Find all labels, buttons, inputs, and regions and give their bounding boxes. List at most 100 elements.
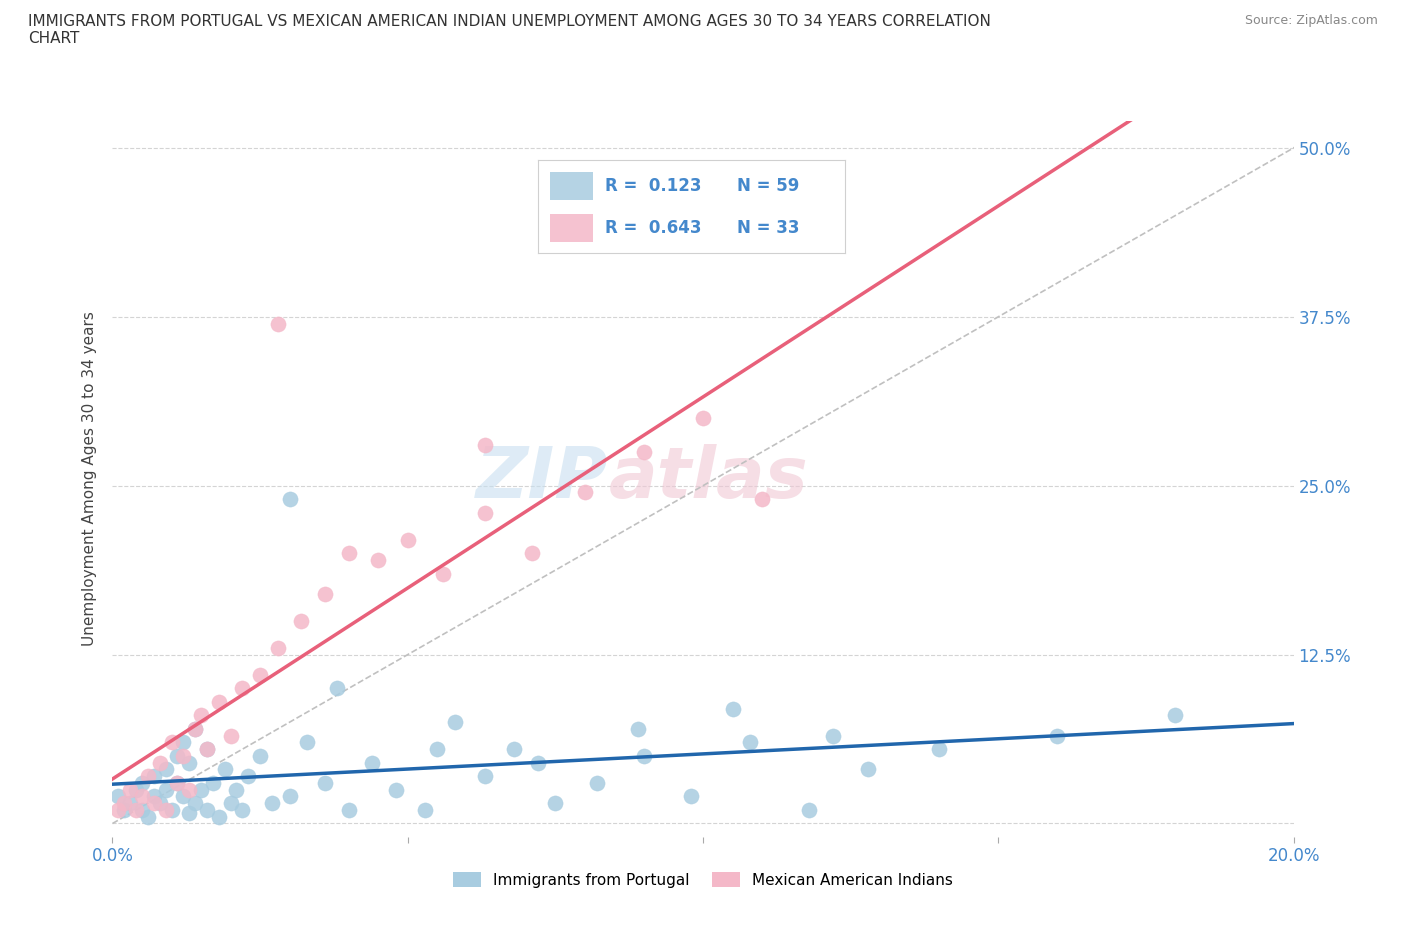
Point [149, 755, 172, 770]
Point [474, 769, 496, 784]
Point [219, 796, 242, 811]
Point [155, 782, 177, 797]
Point [520, 546, 543, 561]
Point [526, 755, 548, 770]
Point [219, 728, 242, 743]
Point [337, 546, 360, 561]
Point [179, 805, 201, 820]
Point [195, 742, 218, 757]
Point [574, 485, 596, 500]
Point [136, 769, 159, 784]
Text: ZIP: ZIP [477, 445, 609, 513]
Text: Source: ZipAtlas.com: Source: ZipAtlas.com [1244, 14, 1378, 27]
Point [821, 728, 844, 743]
Point [415, 803, 437, 817]
Point [190, 782, 212, 797]
Point [278, 492, 301, 507]
Point [361, 755, 384, 770]
Point [238, 769, 260, 784]
Y-axis label: Unemployment Among Ages 30 to 34 years: Unemployment Among Ages 30 to 34 years [82, 312, 97, 646]
Point [179, 782, 201, 797]
Point [385, 782, 408, 797]
Point [721, 701, 744, 716]
Point [208, 695, 231, 710]
Point [184, 722, 207, 737]
Point [297, 735, 319, 750]
Point [184, 796, 207, 811]
Point [149, 796, 172, 811]
Point [337, 803, 360, 817]
Point [172, 789, 194, 804]
Point [125, 803, 148, 817]
Point [142, 796, 165, 811]
Point [858, 762, 880, 777]
Point [120, 782, 142, 797]
Point [160, 735, 183, 750]
Point [184, 722, 207, 737]
Point [1164, 708, 1187, 723]
Point [172, 749, 194, 764]
Point [131, 789, 153, 804]
Point [190, 708, 212, 723]
Point [432, 566, 454, 581]
Point [179, 755, 201, 770]
Point [249, 668, 271, 683]
Point [290, 614, 312, 629]
Point [544, 796, 567, 811]
Point [195, 742, 218, 757]
Point [225, 782, 247, 797]
Point [107, 803, 129, 817]
Point [260, 796, 283, 811]
Point [195, 803, 218, 817]
Point [314, 586, 336, 601]
Point [681, 789, 703, 804]
Point [155, 803, 177, 817]
Point [633, 445, 655, 459]
Point [326, 681, 349, 696]
Point [633, 749, 655, 764]
Point [751, 492, 773, 507]
Point [267, 316, 290, 331]
Point [314, 776, 336, 790]
Point [249, 749, 271, 764]
Point [799, 803, 821, 817]
Point [396, 532, 419, 547]
Point [426, 742, 449, 757]
Point [367, 552, 389, 567]
Point [142, 769, 165, 784]
Point [503, 742, 526, 757]
Point [136, 809, 159, 824]
Point [166, 776, 188, 790]
Point [627, 722, 650, 737]
Point [208, 809, 231, 824]
Point [231, 681, 253, 696]
Point [267, 641, 290, 656]
Point [692, 411, 714, 426]
Point [120, 796, 142, 811]
Point [474, 505, 496, 520]
Point [1046, 728, 1069, 743]
Legend: Immigrants from Portugal, Mexican American Indians: Immigrants from Portugal, Mexican Americ… [447, 866, 959, 894]
Point [740, 735, 762, 750]
Point [142, 789, 165, 804]
Point [131, 803, 153, 817]
Text: IMMIGRANTS FROM PORTUGAL VS MEXICAN AMERICAN INDIAN UNEMPLOYMENT AMONG AGES 30 T: IMMIGRANTS FROM PORTUGAL VS MEXICAN AMER… [28, 14, 991, 46]
Point [278, 789, 301, 804]
Point [155, 762, 177, 777]
Point [125, 782, 148, 797]
Point [444, 715, 467, 730]
Text: atlas: atlas [609, 445, 808, 513]
Point [172, 735, 194, 750]
Point [166, 749, 188, 764]
Point [131, 776, 153, 790]
Point [201, 776, 224, 790]
Point [112, 803, 135, 817]
Point [231, 803, 253, 817]
Point [928, 742, 950, 757]
Point [112, 796, 135, 811]
Point [160, 803, 183, 817]
Point [474, 438, 496, 453]
Point [107, 789, 129, 804]
Point [585, 776, 607, 790]
Point [166, 776, 188, 790]
